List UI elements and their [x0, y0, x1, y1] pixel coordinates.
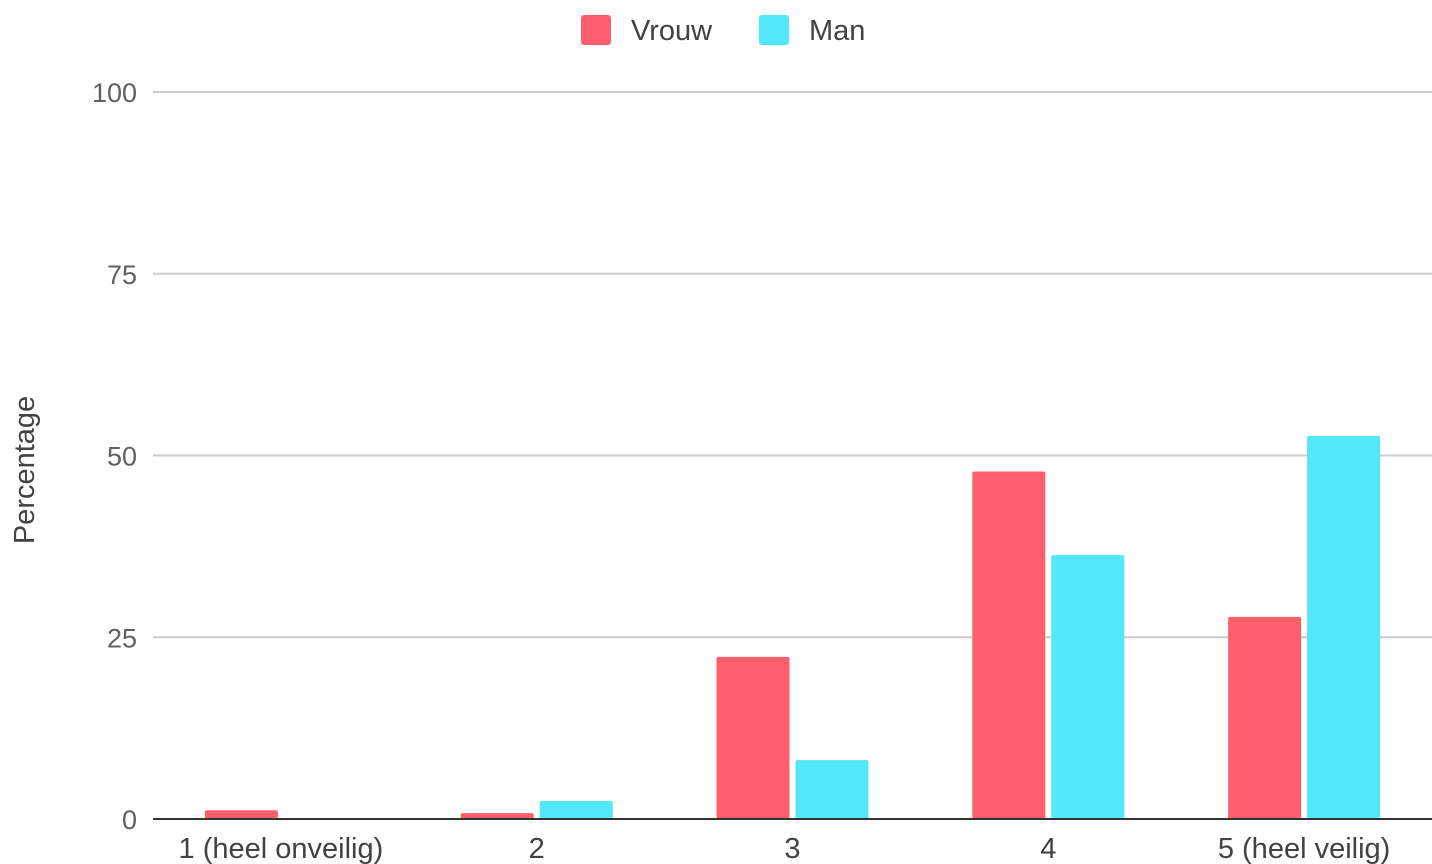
y-axis-ticks: 0 25 50 75 100 [92, 78, 137, 835]
gridlines [153, 91, 1432, 639]
bars [204, 435, 1381, 819]
legend-label-vrouw: Vrouw [631, 15, 713, 47]
x-tick-label: 4 [1040, 833, 1056, 864]
y-tick-label: 0 [122, 805, 137, 835]
bar-vrouw-4 [1228, 616, 1302, 819]
bar-vrouw-1 [460, 813, 534, 819]
bar-vrouw-3 [972, 471, 1046, 819]
bar-man-3 [1051, 555, 1125, 819]
x-tick-label: 5 (heel veilig) [1218, 833, 1390, 864]
legend-swatch-man [759, 15, 789, 45]
y-tick-label: 50 [107, 442, 137, 472]
bar-vrouw-2 [716, 656, 790, 819]
x-tick-label: 1 (heel onveilig) [179, 833, 384, 864]
x-tick-label: 3 [784, 833, 800, 864]
legend-label-man: Man [809, 15, 865, 47]
x-axis-ticks: 1 (heel onveilig) 2 3 4 5 (heel veilig) [179, 833, 1391, 864]
bar-man-1 [539, 800, 613, 819]
y-tick-label: 100 [92, 78, 137, 108]
y-tick-label: 25 [107, 623, 137, 653]
y-tick-label: 75 [107, 260, 137, 290]
x-tick-label: 2 [529, 833, 545, 864]
legend-swatch-vrouw [581, 15, 611, 45]
y-axis-title: Percentage [9, 396, 41, 544]
bar-man-2 [795, 760, 869, 819]
bar-vrouw-0 [204, 810, 278, 819]
bar-man-4 [1307, 435, 1381, 819]
legend: Vrouw Man [581, 15, 865, 47]
